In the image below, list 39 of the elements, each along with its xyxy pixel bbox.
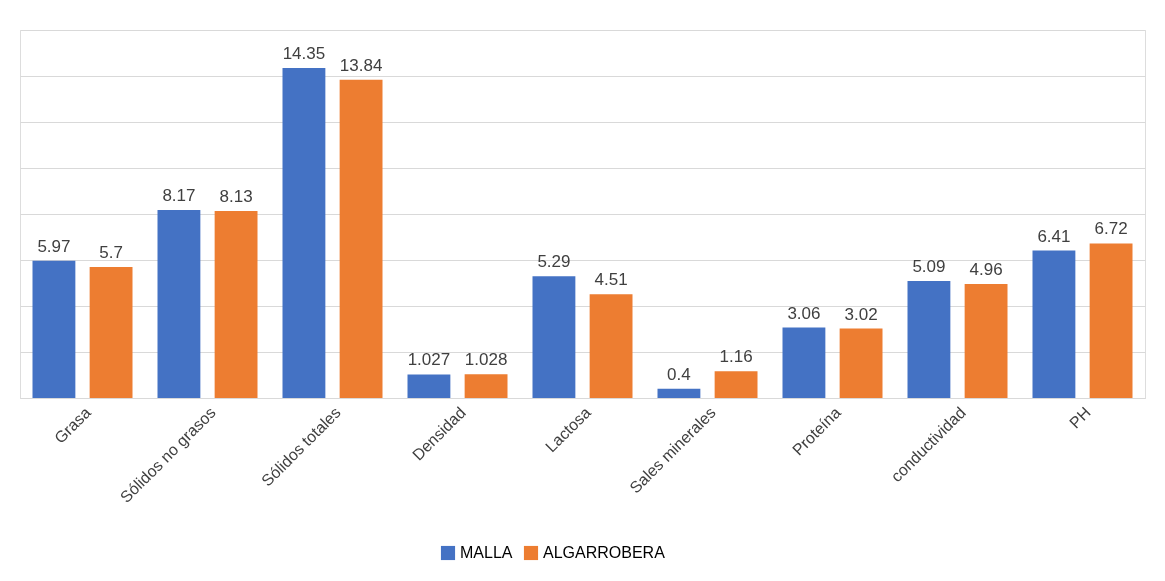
data-label: 6.72 <box>1094 219 1128 239</box>
data-label: 5.29 <box>537 252 571 272</box>
bar <box>339 79 383 398</box>
bar <box>32 260 76 398</box>
data-label: 4.96 <box>969 259 1003 279</box>
data-label: 0.4 <box>667 364 691 384</box>
data-label: 6.41 <box>1037 226 1071 246</box>
legend-label: MALLA <box>460 544 513 561</box>
data-label: 8.13 <box>219 187 253 207</box>
bar <box>407 374 451 398</box>
data-label: 14.35 <box>282 43 326 63</box>
bar <box>89 266 133 398</box>
data-label: 5.97 <box>37 236 71 256</box>
data-label: 3.06 <box>787 303 821 323</box>
bar <box>157 210 201 398</box>
bar <box>464 374 508 398</box>
bar <box>964 283 1008 398</box>
bar <box>782 327 826 398</box>
bar <box>1089 243 1133 398</box>
bar <box>714 371 758 398</box>
x-tick-label: PH <box>1066 403 1094 432</box>
bar <box>589 294 633 398</box>
data-label: 1.16 <box>719 347 753 367</box>
bar <box>532 276 576 398</box>
bar <box>907 280 951 398</box>
bar <box>1032 250 1076 398</box>
data-label: 3.02 <box>844 304 878 324</box>
data-label: 13.84 <box>339 55 383 75</box>
bar <box>839 328 883 398</box>
data-label: 4.51 <box>594 270 628 290</box>
data-label: 5.7 <box>99 242 123 262</box>
data-label: 1.027 <box>407 350 451 370</box>
data-label: 1.028 <box>464 350 508 370</box>
data-label: 8.17 <box>162 186 196 206</box>
data-label: 5.09 <box>912 256 946 276</box>
bar <box>282 67 326 398</box>
bar <box>657 388 701 398</box>
bar <box>214 211 258 398</box>
legend-label: ALGARROBERA <box>543 544 666 561</box>
